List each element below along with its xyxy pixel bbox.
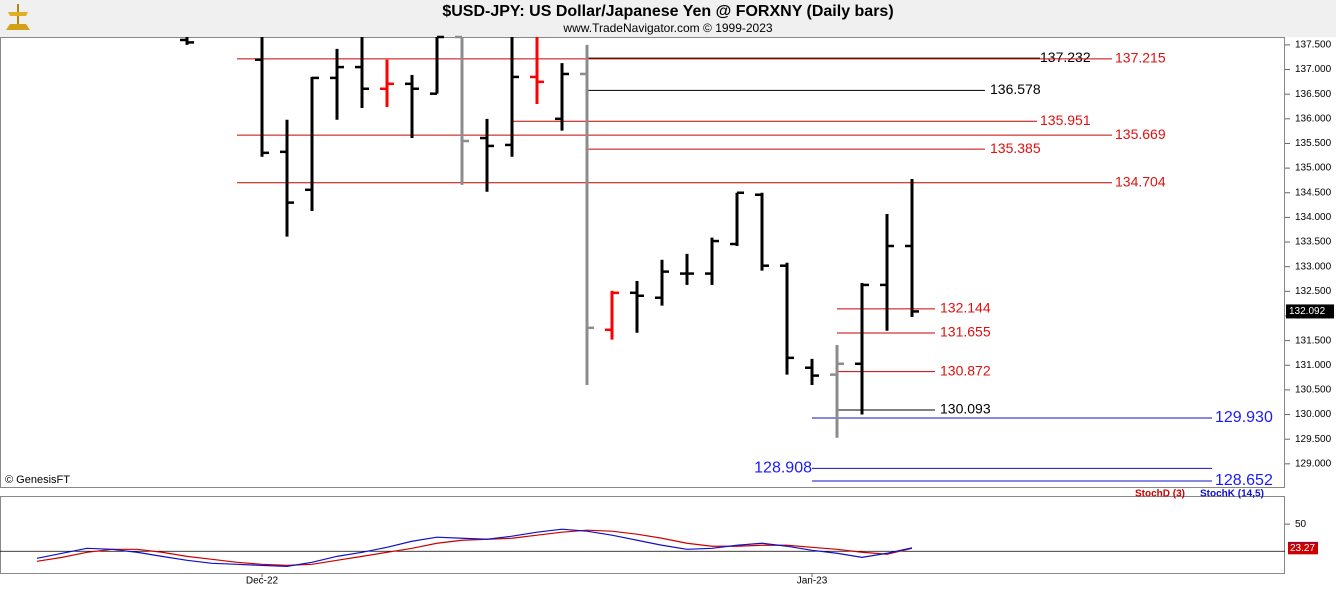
last-value-label: 23.27 [1290,543,1315,554]
x-tick-label: Jan-23 [797,576,828,587]
chart-subtitle: www.TradeNavigator.com © 1999-2023 [562,21,772,35]
level-label: 135.951 [1040,112,1091,128]
stoch-panel [0,496,1285,574]
level-label: 128.652 [1215,472,1273,489]
y-tick-label: 136.500 [1295,89,1332,100]
level-label: 135.669 [1115,126,1166,142]
level-label: 136.578 [990,81,1041,97]
header-bar [0,0,1336,37]
y-tick-label: 129.000 [1295,458,1332,469]
y-tick-label: 130.000 [1295,409,1332,420]
y-tick-label: 130.500 [1295,385,1332,396]
y-tick-label: 131.500 [1295,335,1332,346]
y-tick-label: 133.000 [1295,261,1332,272]
legend-label: StochD (3) [1135,489,1185,500]
level-label: 130.872 [940,362,991,378]
chart-title: $USD-JPY: US Dollar/Japanese Yen @ FORXN… [442,3,893,20]
y-tick-label: 132.500 [1295,286,1332,297]
y-tick-label: 129.500 [1295,434,1332,445]
level-label: 130.093 [940,401,991,417]
last-price-box [1286,304,1334,319]
y-tick-label: 134.000 [1295,212,1332,223]
last-value-box [1288,542,1318,555]
y-tick-label: 131.000 [1295,360,1332,371]
stoch-line [36,528,913,567]
level-label: 137.232 [1040,49,1091,65]
stoch-line [36,529,913,567]
y-tick-label: 50 [1295,519,1307,530]
y-tick-label: 134.500 [1295,187,1332,198]
source-note: © GenesisFT [5,474,70,486]
y-tick-label: 137.500 [1295,40,1332,51]
level-label: 134.704 [1115,173,1166,189]
y-tick-label: 136.000 [1295,113,1332,124]
y-tick-label: 135.500 [1295,138,1332,149]
level-label: 135.385 [990,140,1041,156]
logo [6,4,30,30]
level-label: 132.144 [940,300,991,316]
level-label: 137.215 [1115,50,1166,66]
level-label: 128.908 [754,460,812,477]
y-tick-label: 135.000 [1295,163,1332,174]
last-price-label: 132.092 [1289,306,1326,317]
level-label: 131.655 [940,324,991,340]
price-panel [0,37,1285,488]
legend-label: StochK (14,5) [1200,489,1264,500]
x-tick-label: Dec-22 [246,576,279,587]
level-label: 129.930 [1215,409,1273,426]
y-tick-label: 133.500 [1295,237,1332,248]
y-tick-label: 137.000 [1295,64,1332,75]
